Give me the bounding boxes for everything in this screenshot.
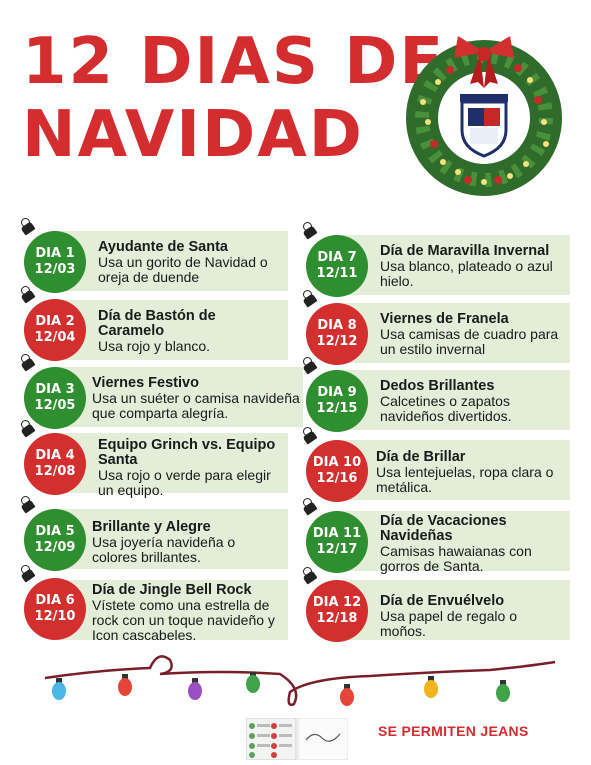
day-desc: Usa un gorito de Navidad o oreja de duen… bbox=[98, 254, 268, 285]
day-name: Viernes de Franela bbox=[380, 311, 509, 327]
day-badge-6: DIA 6 12/10 bbox=[20, 565, 86, 640]
day-text-9: Dedos Brillantes Calcetines o zapatos nav… bbox=[380, 379, 560, 424]
day-card-11 bbox=[342, 511, 570, 571]
light-bulbs bbox=[52, 672, 510, 706]
day-name: Viernes Festivo bbox=[92, 375, 199, 391]
day-desc: Usa un suéter o camisa navideña que comp… bbox=[92, 390, 300, 421]
day-text-8: Viernes de Franela Usa camisas de cuadro … bbox=[380, 312, 560, 357]
title-line-2: NAVIDAD bbox=[22, 98, 364, 172]
wreath-crest-image bbox=[406, 36, 562, 196]
day-card-7 bbox=[342, 235, 570, 295]
day-badge-9: DIA 9 12/15 bbox=[302, 357, 368, 432]
day-name: Día de Jingle Bell Rock bbox=[92, 582, 252, 598]
thumbnail-images bbox=[246, 718, 348, 760]
day-card-9 bbox=[342, 370, 570, 430]
day-name: Equipo Grinch vs. Equipo Santa bbox=[98, 437, 276, 468]
jeans-allowed-note: SE PERMITEN JEANS bbox=[378, 723, 529, 739]
day-name: Dedos Brillantes bbox=[380, 378, 495, 394]
day-card-5 bbox=[60, 509, 288, 569]
day-desc: Camisas hawaianas con gorros de Santa. bbox=[380, 543, 532, 574]
day-badge-5: DIA 5 12/09 bbox=[20, 496, 86, 571]
day-desc: Usa papel de regalo o moños. bbox=[380, 608, 517, 639]
day-card-10 bbox=[342, 440, 570, 500]
day-text-3: Viernes Festivo Usa un suéter o camisa na… bbox=[92, 376, 304, 421]
day-badge-8: DIA 8 12/12 bbox=[302, 290, 368, 365]
day-badge-12: DIA 12 12/18 bbox=[302, 567, 368, 642]
day-text-4: Equipo Grinch vs. Equipo Santa Usa rojo o… bbox=[98, 438, 283, 498]
day-badge-1: DIA 1 12/03 bbox=[20, 218, 86, 293]
day-badge-4: DIA 4 12/08 bbox=[20, 420, 86, 495]
day-desc: Usa rojo y blanco. bbox=[98, 338, 211, 354]
day-text-11: Día de Vacaciones Navideñas Camisas hawa… bbox=[380, 514, 562, 574]
day-badge-11: DIA 11 12/17 bbox=[302, 498, 368, 573]
day-badge-3: DIA 3 12/05 bbox=[20, 354, 86, 429]
day-card-8 bbox=[342, 303, 570, 363]
day-text-1: Ayudante de Santa Usa un gorito de Navida… bbox=[98, 240, 283, 285]
day-name: Día de Bastón de Caramelo bbox=[98, 308, 216, 339]
day-desc: Calcetines o zapatos navideños divertido… bbox=[380, 393, 512, 424]
day-text-12: Día de Envuélvelo Usa papel de regalo o m… bbox=[380, 594, 560, 639]
day-desc: Usa joyería navideña o colores brillante… bbox=[92, 534, 236, 565]
christmas-lights-string bbox=[44, 655, 556, 706]
day-card-2 bbox=[60, 300, 288, 360]
day-name: Día de Vacaciones Navideñas bbox=[380, 513, 507, 544]
day-name: Ayudante de Santa bbox=[98, 239, 228, 255]
day-text-2: Día de Bastón de Caramelo Usa rojo y bla… bbox=[98, 309, 283, 354]
day-badge-7: DIA 7 12/11 bbox=[302, 222, 368, 297]
day-desc: Usa rojo o verde para elegir un equipo. bbox=[98, 467, 271, 498]
day-name: Día de Maravilla Invernal bbox=[380, 243, 550, 259]
day-card-3 bbox=[60, 367, 303, 427]
day-card-4 bbox=[60, 433, 288, 493]
day-name: Brillante y Alegre bbox=[92, 519, 211, 535]
day-desc: Vístete como una estrella de rock con un… bbox=[92, 597, 275, 643]
day-name: Día de Envuélvelo bbox=[380, 593, 505, 609]
day-card-12 bbox=[342, 580, 570, 640]
day-text-5: Brillante y Alegre Usa joyería navideña … bbox=[92, 520, 282, 565]
day-name: Día de Brillar bbox=[376, 449, 466, 465]
day-text-10: Día de Brillar Usa lentejuelas, ropa clar… bbox=[376, 450, 556, 495]
day-badge-10: DIA 10 12/16 bbox=[302, 427, 368, 502]
day-text-6: Día de Jingle Bell Rock Vístete como una… bbox=[92, 583, 292, 643]
day-desc: Usa camisas de cuadro para un estilo inv… bbox=[380, 326, 559, 357]
day-text-7: Día de Maravilla Invernal Usa blanco, pla… bbox=[380, 244, 568, 289]
title-line-1: 12 DIAS DE bbox=[22, 25, 446, 99]
day-desc: Usa blanco, plateado o azul hielo. bbox=[380, 258, 553, 289]
day-card-6 bbox=[60, 580, 288, 640]
day-desc: Usa lentejuelas, ropa clara o metálica. bbox=[376, 464, 554, 495]
day-badge-2: DIA 2 12/04 bbox=[20, 286, 86, 361]
day-card-1 bbox=[60, 231, 288, 291]
